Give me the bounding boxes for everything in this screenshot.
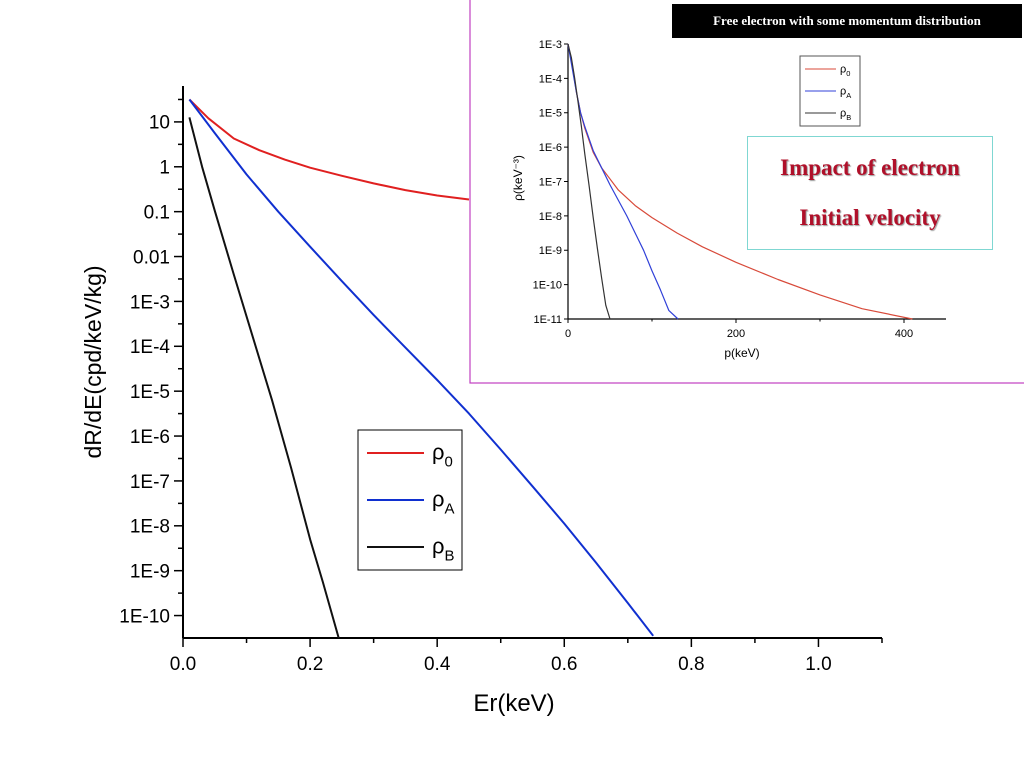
inset-y-tick-label: 1E-7 <box>539 176 562 188</box>
main-series-line-b <box>188 117 340 639</box>
inset-legend-subscript: 0 <box>846 69 850 78</box>
main-y-tick-label: 1E-9 <box>130 562 170 583</box>
main-legend-symbol: ρ <box>432 534 445 559</box>
inset-y-tick-label: 1E-3 <box>539 39 562 51</box>
inset-x-axis-label: p(keV) <box>724 346 759 360</box>
main-y-axis-label: dR/dE(cpd/keV/kg) <box>80 265 106 458</box>
main-x-tick-label: 0.4 <box>424 654 451 675</box>
main-chart-axes <box>174 86 883 647</box>
main-chart-lines <box>188 98 654 639</box>
main-y-tick-label: 0.01 <box>133 247 170 268</box>
inset-y-tick-label: 1E-10 <box>533 280 562 292</box>
main-legend-label-0: ρ0 <box>432 440 453 471</box>
main-x-tick-label: 1.0 <box>805 654 831 675</box>
inset-x-tick-label: 200 <box>727 328 745 340</box>
inset-legend-label-b: ρB <box>840 107 851 122</box>
inset-legend-symbol: ρ <box>840 85 846 97</box>
main-y-tick-label: 1E-5 <box>130 382 170 403</box>
inset-y-axis-label: ρ(keV⁻³) <box>511 155 525 201</box>
main-y-tick-label: 1E-10 <box>119 606 170 627</box>
inset-chart-axes <box>564 43 946 323</box>
inset-legend-symbol: ρ <box>840 63 846 75</box>
main-x-tick-label: 0.2 <box>297 654 323 675</box>
inset-y-tick-label: 1E-9 <box>539 245 562 257</box>
main-x-tick-label: 0.6 <box>551 654 577 675</box>
slide-banner: Free electron with some momentum distrib… <box>672 4 1022 38</box>
inset-y-tick-label: 1E-5 <box>539 108 562 120</box>
main-legend-symbol: ρ <box>432 440 445 465</box>
main-y-tick-label: 1E-7 <box>130 472 170 493</box>
inset-x-tick-label: 0 <box>565 328 571 340</box>
main-legend-label-a: ρA <box>432 487 455 518</box>
inset-y-tick-label: 1E-11 <box>533 314 562 326</box>
main-legend-symbol: ρ <box>432 487 445 512</box>
inset-legend-label-0: ρ0 <box>840 63 850 78</box>
inset-y-tick-label: 1E-4 <box>539 73 562 85</box>
main-legend-subscript: A <box>445 501 455 518</box>
main-y-tick-label: 1 <box>159 158 170 179</box>
inset-legend-subscript: A <box>846 91 851 100</box>
main-legend-subscript: B <box>445 548 455 565</box>
inset-series-line-b <box>567 43 611 320</box>
main-x-tick-label: 0.0 <box>170 654 196 675</box>
impact-callout-line-2: Initial velocity <box>799 205 941 230</box>
inset-chart-ticks: 0 200 400 1E-3 1E-4 1E-5 1E-6 1E-7 1E-8 1E-9 1E-10… <box>533 39 914 340</box>
inset-legend-subscript: B <box>846 113 851 122</box>
inset-legend-symbol: ρ <box>840 107 846 119</box>
main-y-tick-label: 0.1 <box>144 202 170 223</box>
main-x-axis-label: Er(keV) <box>473 690 554 717</box>
main-y-tick-label: 1E-6 <box>130 427 170 448</box>
inset-y-tick-label: 1E-8 <box>539 211 562 223</box>
main-legend-label-b: ρB <box>432 534 455 565</box>
impact-callout: Impact of electron Initial velocity <box>747 136 993 250</box>
main-x-tick-label: 0.8 <box>678 654 704 675</box>
inset-x-tick-label: 400 <box>895 328 913 340</box>
main-legend-subscript: 0 <box>445 454 453 471</box>
main-series-line-a <box>188 98 654 637</box>
inset-legend-label-a: ρA <box>840 85 851 100</box>
main-y-tick-label: 1E-3 <box>130 292 170 313</box>
inset-chart-lines <box>567 43 913 320</box>
main-chart-ticks: 0.0 0.2 0.4 0.6 0.8 1.0 10 1 0.1 0.01 1E-3 1E-4 1E-5… <box>119 113 831 675</box>
main-y-tick-label: 1E-8 <box>130 517 170 538</box>
main-chart: 0.0 0.2 0.4 0.6 0.8 1.0 10 1 0.1 0.01 1E-3 1E-4 1E-5… <box>80 86 883 717</box>
impact-callout-line-1: Impact of electron <box>780 155 960 180</box>
main-y-tick-label: 1E-4 <box>130 337 171 358</box>
inset-y-tick-label: 1E-6 <box>539 142 562 154</box>
inset-chart: 0 200 400 1E-3 1E-4 1E-5 1E-6 1E-7 1E-8 1E-9 1E-10… <box>511 39 946 360</box>
main-series-line-0 <box>188 98 470 201</box>
main-y-tick-label: 10 <box>149 113 170 134</box>
